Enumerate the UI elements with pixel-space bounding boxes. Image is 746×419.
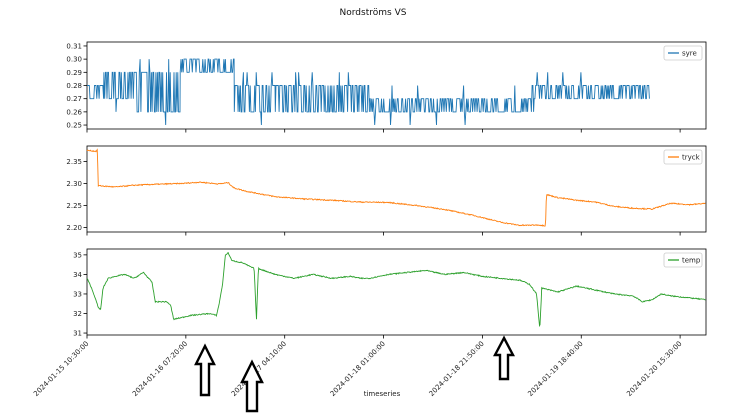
legend-entry: syre — [682, 50, 697, 58]
plot-area — [86, 145, 707, 233]
y-tick-label: 0.26 — [66, 108, 82, 116]
legend: syre — [663, 45, 703, 61]
x-axis-label: timeseries — [364, 390, 401, 398]
y-tick-label: 32 — [73, 310, 82, 318]
x-tick-label: 2024-01-20 15:30:00 — [625, 340, 683, 398]
y-tick-label: 35 — [73, 251, 82, 259]
y-tick-label: 0.25 — [66, 122, 82, 130]
plot-area — [86, 248, 707, 336]
annotation-arrows — [194, 335, 515, 413]
legend-entry: tryck — [682, 154, 701, 162]
up-arrow-annotation — [493, 335, 515, 381]
legend-box — [663, 45, 703, 61]
y-tick-label: 2.25 — [66, 202, 82, 210]
series-line-temp — [86, 252, 706, 328]
y-tick-label: 0.28 — [66, 82, 82, 90]
series-line-syre — [87, 58, 650, 126]
series-line-tryck — [86, 148, 706, 227]
y-tick-label: 2.35 — [66, 158, 82, 166]
y-tick-label: 31 — [73, 330, 82, 338]
panel-tryck: 2.20 2.25 2.30 2.35 tryck — [66, 145, 707, 236]
y-tick-label: 33 — [73, 290, 82, 298]
x-tick-label: 2024-01-19 18:40:00 — [526, 340, 584, 398]
x-tick-label: 2024-01-15 10:30:00 — [32, 340, 90, 398]
panel-syre: 0.25 0.26 0.27 0.28 0.29 0.30 0.31 syre — [66, 41, 707, 133]
panel-temp: 31 32 33 34 35 temp — [73, 248, 707, 339]
x-tick-label: 2024-01-18 21:50:00 — [428, 340, 486, 398]
legend: temp — [663, 252, 703, 268]
up-arrow-annotation — [194, 343, 216, 397]
chart-title: Nordströms VS — [340, 8, 407, 18]
x-tick-label: 2024-01-17 04:10:00 — [230, 340, 288, 398]
up-arrow-annotation — [240, 359, 264, 413]
y-tick-label: 0.31 — [66, 42, 82, 50]
y-tick-label: 0.27 — [66, 95, 82, 103]
x-axis-ticks: 2024-01-15 10:30:00 2024-01-16 07:20:00 20… — [32, 340, 683, 398]
x-tick-label: 2024-01-16 07:20:00 — [131, 340, 189, 398]
y-tick-label: 2.20 — [66, 224, 82, 232]
y-tick-label: 34 — [73, 271, 82, 279]
legend-box — [663, 252, 703, 268]
legend-box — [663, 149, 703, 165]
y-tick-label: 0.29 — [66, 69, 82, 77]
legend: tryck — [663, 149, 703, 165]
legend-entry: temp — [682, 257, 701, 265]
y-tick-label: 2.30 — [66, 180, 82, 188]
y-tick-label: 0.30 — [66, 56, 82, 64]
